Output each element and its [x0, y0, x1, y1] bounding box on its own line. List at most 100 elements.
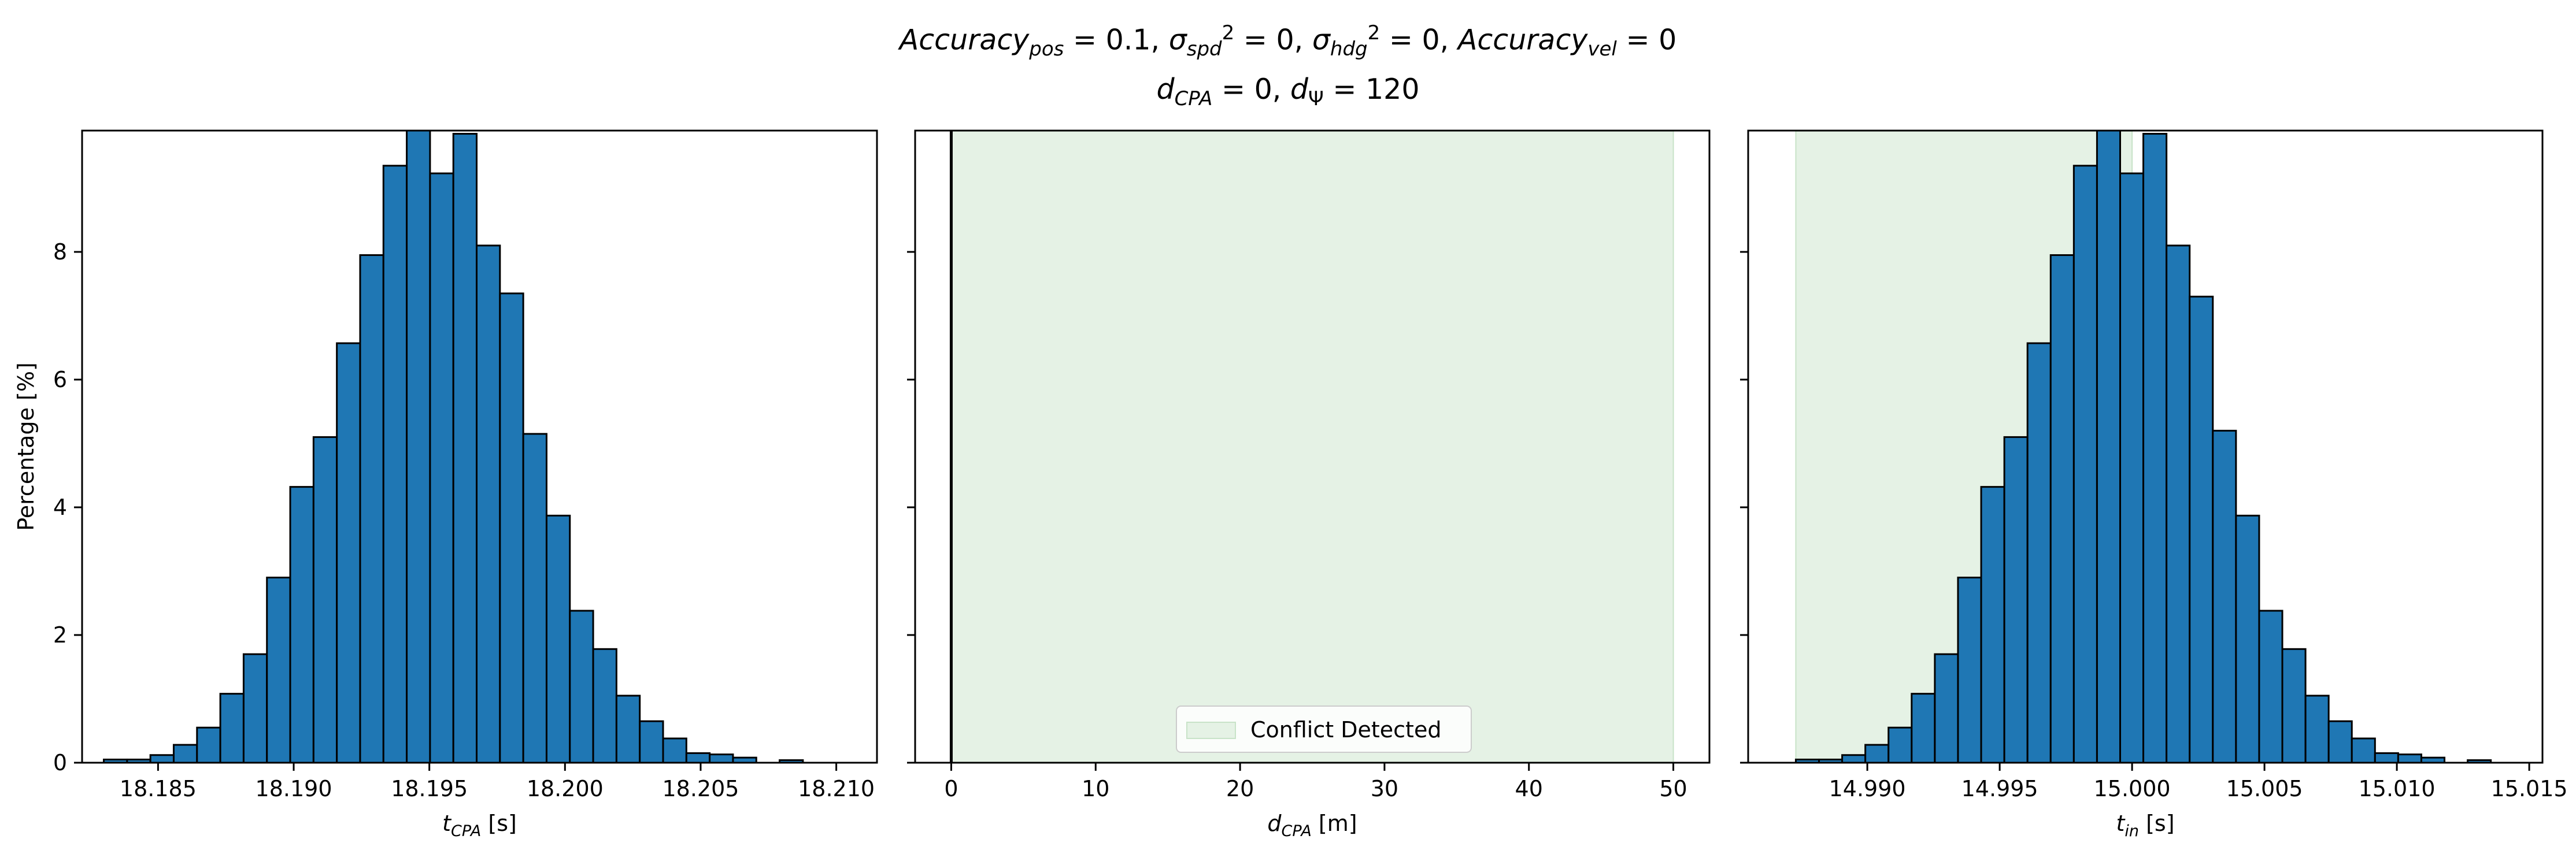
histogram-bar — [359, 254, 384, 763]
title-line-1-part: = 0.1, — [1064, 23, 1169, 57]
title-line-2-part: d — [1156, 73, 1175, 106]
title-line-1-part: = 0 — [1616, 23, 1677, 57]
title-line-1-part: Accuracy — [899, 23, 1030, 57]
histogram-bar — [1887, 726, 1913, 763]
title-line-1-part: = 0, — [1234, 23, 1312, 57]
histogram-bar — [172, 744, 198, 763]
figure-title: Accuracypos = 0.1, σspd2 = 0, σhdg2 = 0,… — [0, 13, 2576, 119]
title-line-1-part: 2 — [1367, 21, 1380, 44]
x-axis-label: tin [s] — [2116, 811, 2174, 840]
y-tick-label: 4 — [53, 495, 67, 520]
histogram-bar — [2281, 648, 2307, 763]
title-line-2-part: = 0, — [1212, 73, 1290, 106]
histogram-bar — [2258, 610, 2283, 763]
title-line-2-part: Ψ — [1308, 87, 1324, 110]
title-line-1-part: σ — [1168, 23, 1187, 57]
x-tick-label: 15.015 — [2491, 776, 2568, 801]
histogram-bar — [685, 752, 711, 763]
histogram-bar — [289, 486, 314, 763]
histogram-bar — [2351, 737, 2376, 763]
histogram-bar — [476, 244, 501, 763]
title-line-2-part: d — [1290, 73, 1309, 106]
histogram-bar — [709, 753, 734, 763]
histogram-bar — [1957, 577, 1982, 763]
histogram-bar — [522, 433, 547, 763]
x-tick-label: 18.200 — [527, 776, 604, 801]
histogram-bar — [2049, 254, 2075, 763]
title-line-1-part: σ — [1312, 23, 1330, 57]
histogram-bar — [2397, 753, 2422, 763]
histogram-bar — [2212, 429, 2237, 763]
histogram-bar — [312, 436, 338, 763]
histogram-bar — [149, 754, 175, 763]
title-line-1-part: 2 — [1222, 21, 1235, 44]
histogram-bar — [382, 165, 408, 763]
histogram-bar — [499, 292, 524, 763]
x-tick-label: 18.205 — [662, 776, 739, 801]
x-tick-label: 15.010 — [2359, 776, 2436, 801]
x-tick-label: 18.210 — [798, 776, 875, 801]
histogram-bar — [569, 610, 594, 763]
y-tick-label: 8 — [53, 239, 67, 265]
x-tick-label: 14.995 — [1961, 776, 2038, 801]
histogram-bar — [1911, 693, 1936, 763]
histogram-bar — [545, 514, 571, 763]
x-tick-label: 15.000 — [2094, 776, 2171, 801]
histogram-bar — [196, 726, 221, 763]
histogram-bar — [406, 131, 431, 763]
histogram-bar — [2467, 759, 2492, 763]
histogram-bar — [2142, 133, 2168, 763]
histogram-bar — [266, 577, 291, 763]
legend: Conflict Detected — [1176, 706, 1472, 753]
histogram-bar — [2026, 342, 2052, 763]
title-line-2-part: CPA — [1174, 87, 1213, 110]
histogram-bar — [2119, 172, 2145, 763]
histogram-bar — [2072, 165, 2098, 763]
x-tick-label: 15.005 — [2226, 776, 2303, 801]
histogram-bar — [662, 737, 687, 763]
title-line-1-part: hdg — [1330, 38, 1368, 61]
histogram-bar — [336, 342, 361, 763]
x-tick-label: 18.185 — [120, 776, 197, 801]
axes-frame — [914, 129, 1711, 764]
histogram-bar — [429, 172, 454, 763]
histogram-bar — [615, 695, 641, 763]
y-axis-label: Percentage [%] — [13, 362, 39, 531]
title-line-2-part: = 120 — [1323, 73, 1420, 106]
title-line-1-part: vel — [1587, 38, 1617, 61]
conflict-region — [950, 131, 1674, 763]
histogram-bar — [2374, 752, 2399, 763]
x-tick-label: 30 — [1371, 776, 1398, 801]
histogram-bar — [219, 693, 245, 763]
axes-frame — [1747, 129, 2544, 764]
title-line-1-part: = 0, — [1380, 23, 1458, 57]
x-axis-label: tCPA [s] — [442, 811, 517, 840]
histogram-bar — [2003, 436, 2029, 763]
histogram-bar — [1934, 653, 1959, 763]
panel-dcpa-plot: 0 10 20 30 40 50 dCPA [m] Conflict Detected — [907, 129, 1711, 840]
histogram-bar — [592, 648, 617, 763]
axes-frame — [81, 129, 878, 764]
y-tick-label: 2 — [53, 622, 67, 648]
histogram-bar — [452, 133, 478, 763]
title-line-1: Accuracypos = 0.1, σspd2 = 0, σhdg2 = 0,… — [0, 13, 2576, 69]
legend-swatch — [1186, 722, 1236, 739]
x-tick-label: 40 — [1515, 776, 1543, 801]
x-tick-label: 18.190 — [256, 776, 332, 801]
x-tick-label: 18.195 — [391, 776, 468, 801]
histogram-bar — [639, 720, 664, 763]
x-tick-label: 0 — [944, 776, 958, 801]
histogram-bar — [2189, 295, 2214, 763]
plot-area — [103, 131, 804, 763]
histogram-bar — [1841, 754, 1867, 763]
histogram-bar — [2327, 720, 2353, 763]
x-axis-label: dCPA [m] — [1267, 811, 1357, 840]
histogram-bar — [1864, 744, 1890, 763]
x-tick-label: 14.990 — [1829, 776, 1906, 801]
title-line-2: dCPA = 0, dΨ = 120 — [0, 69, 2576, 119]
panel-tin-histogram: 14.990 14.995 15.000 15.005 15.010 15.015 tin … — [1740, 129, 2568, 840]
y-tick-label: 0 — [53, 750, 67, 775]
title-line-1-part: spd — [1186, 38, 1222, 61]
title-line-1-part: pos — [1029, 38, 1064, 61]
